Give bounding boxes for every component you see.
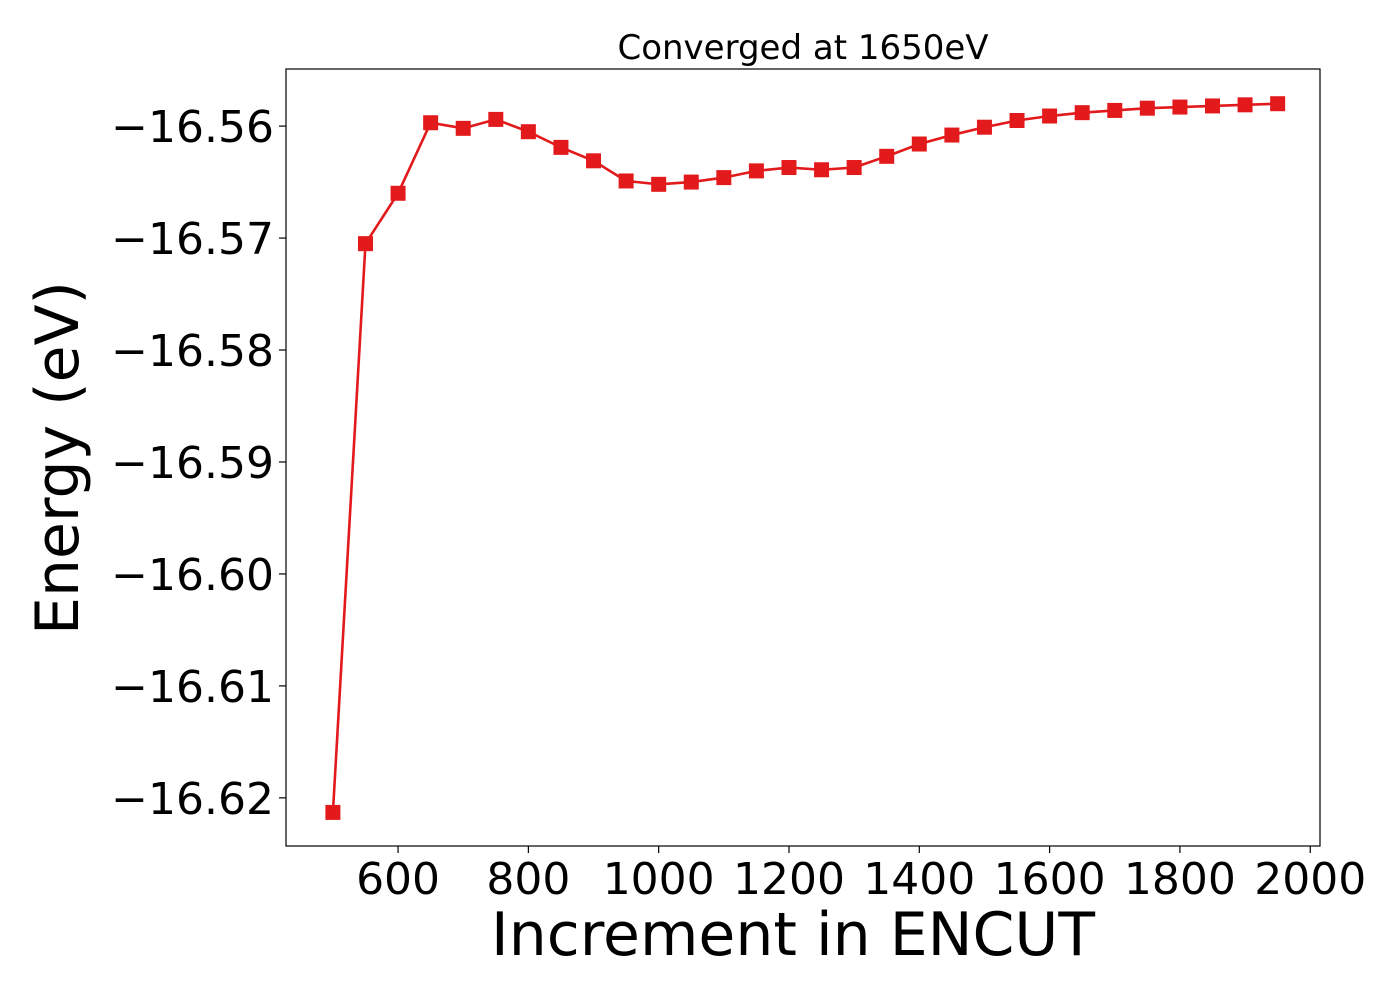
y-tick-label: −16.56 — [111, 102, 274, 153]
y-tick-label: −16.62 — [111, 774, 274, 825]
x-tick-label: 2000 — [1254, 854, 1366, 905]
y-tick-label: −16.61 — [111, 662, 274, 713]
data-point-marker — [781, 160, 797, 176]
data-point-marker — [1009, 113, 1025, 129]
data-point-marker — [553, 139, 569, 155]
x-tick-label: 1000 — [603, 854, 715, 905]
plot-frame — [285, 68, 1321, 847]
data-point-marker — [455, 120, 471, 136]
series-layer — [325, 96, 1286, 820]
plot-area — [285, 68, 1321, 847]
x-tick-label: 1600 — [994, 854, 1106, 905]
data-point-marker — [683, 174, 699, 190]
y-axis-label: Energy (eV) — [23, 281, 93, 635]
data-point-marker — [976, 119, 992, 135]
data-point-marker — [651, 176, 667, 192]
data-point-marker — [748, 163, 764, 179]
data-point-marker — [716, 170, 732, 186]
data-point-marker — [325, 804, 341, 820]
data-point-marker — [520, 124, 536, 140]
data-point-marker — [1042, 108, 1058, 124]
x-tick-label: 1400 — [863, 854, 975, 905]
data-point-marker — [879, 148, 895, 164]
data-point-marker — [1237, 97, 1253, 113]
x-axis-ticks: 600 800 1000 1200 1400 1600 1800 2000 — [356, 846, 1366, 905]
y-axis-ticks: −16.56 −16.57 −16.58 −16.59 −16.60 −16.61 −16.… — [111, 102, 286, 825]
y-tick-label: −16.57 — [111, 214, 274, 265]
x-axis-label: Increment in ENCUT — [491, 900, 1095, 970]
data-point-marker — [1107, 102, 1123, 118]
data-point-marker — [390, 185, 406, 201]
y-tick-label: −16.59 — [111, 438, 274, 489]
data-point-marker — [814, 162, 830, 178]
data-point-marker — [1270, 96, 1286, 112]
x-tick-label: 1200 — [733, 854, 845, 905]
data-point-marker — [357, 236, 373, 252]
data-point-marker — [488, 111, 504, 127]
data-point-marker — [944, 127, 960, 143]
x-tick-label: 800 — [486, 854, 570, 905]
y-tick-label: −16.58 — [111, 326, 274, 377]
y-tick-label: −16.60 — [111, 550, 274, 601]
x-tick-label: 1800 — [1124, 854, 1236, 905]
data-point-marker — [618, 173, 634, 189]
data-point-marker — [1172, 99, 1188, 115]
x-tick-label: 600 — [356, 854, 440, 905]
data-point-marker — [846, 160, 862, 176]
data-point-marker — [586, 153, 602, 169]
chart-title: Converged at 1650eV — [617, 28, 988, 68]
data-point-marker — [1204, 98, 1220, 114]
data-point-marker — [1139, 100, 1155, 116]
data-point-marker — [911, 136, 927, 152]
data-point-marker — [1074, 105, 1090, 121]
data-point-marker — [423, 115, 439, 131]
